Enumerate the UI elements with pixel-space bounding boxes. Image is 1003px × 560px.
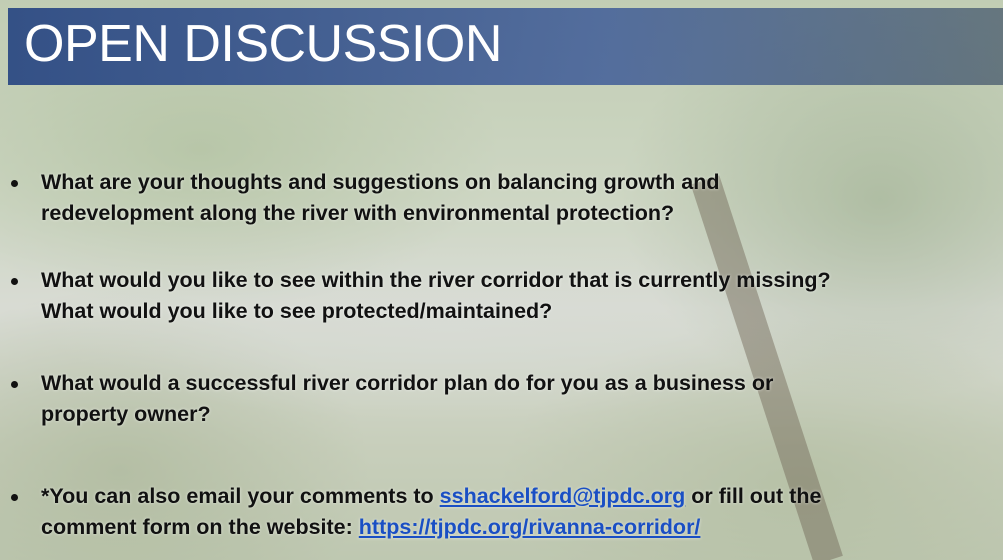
website-link[interactable]: https://tjpdc.org/rivanna-corridor/ bbox=[359, 515, 701, 539]
bullet-text: What would a successful river corridor p… bbox=[41, 371, 773, 396]
bullet bbox=[11, 381, 18, 388]
note-line: *You can also email your comments to ssh… bbox=[41, 484, 821, 509]
bullet-text: What would you like to see protected/mai… bbox=[41, 299, 552, 324]
bullet bbox=[11, 180, 18, 187]
slide: OPEN DISCUSSION What are your thoughts a… bbox=[0, 0, 1003, 560]
note-text: comment form on the website: bbox=[41, 515, 353, 539]
bullet bbox=[11, 278, 18, 285]
bullet bbox=[11, 494, 18, 501]
slide-title: OPEN DISCUSSION bbox=[24, 14, 502, 74]
bullet-text: property owner? bbox=[41, 402, 211, 427]
note-line: comment form on the website: https://tjp… bbox=[41, 515, 700, 540]
note-text: or fill out the bbox=[691, 484, 821, 508]
bullet-text: redevelopment along the river with envir… bbox=[41, 201, 674, 226]
email-link[interactable]: sshackelford@tjpdc.org bbox=[440, 484, 686, 508]
note-text: *You can also email your comments to bbox=[41, 484, 434, 508]
bullet-text: What are your thoughts and suggestions o… bbox=[41, 170, 719, 195]
bullet-text: What would you like to see within the ri… bbox=[41, 268, 831, 293]
